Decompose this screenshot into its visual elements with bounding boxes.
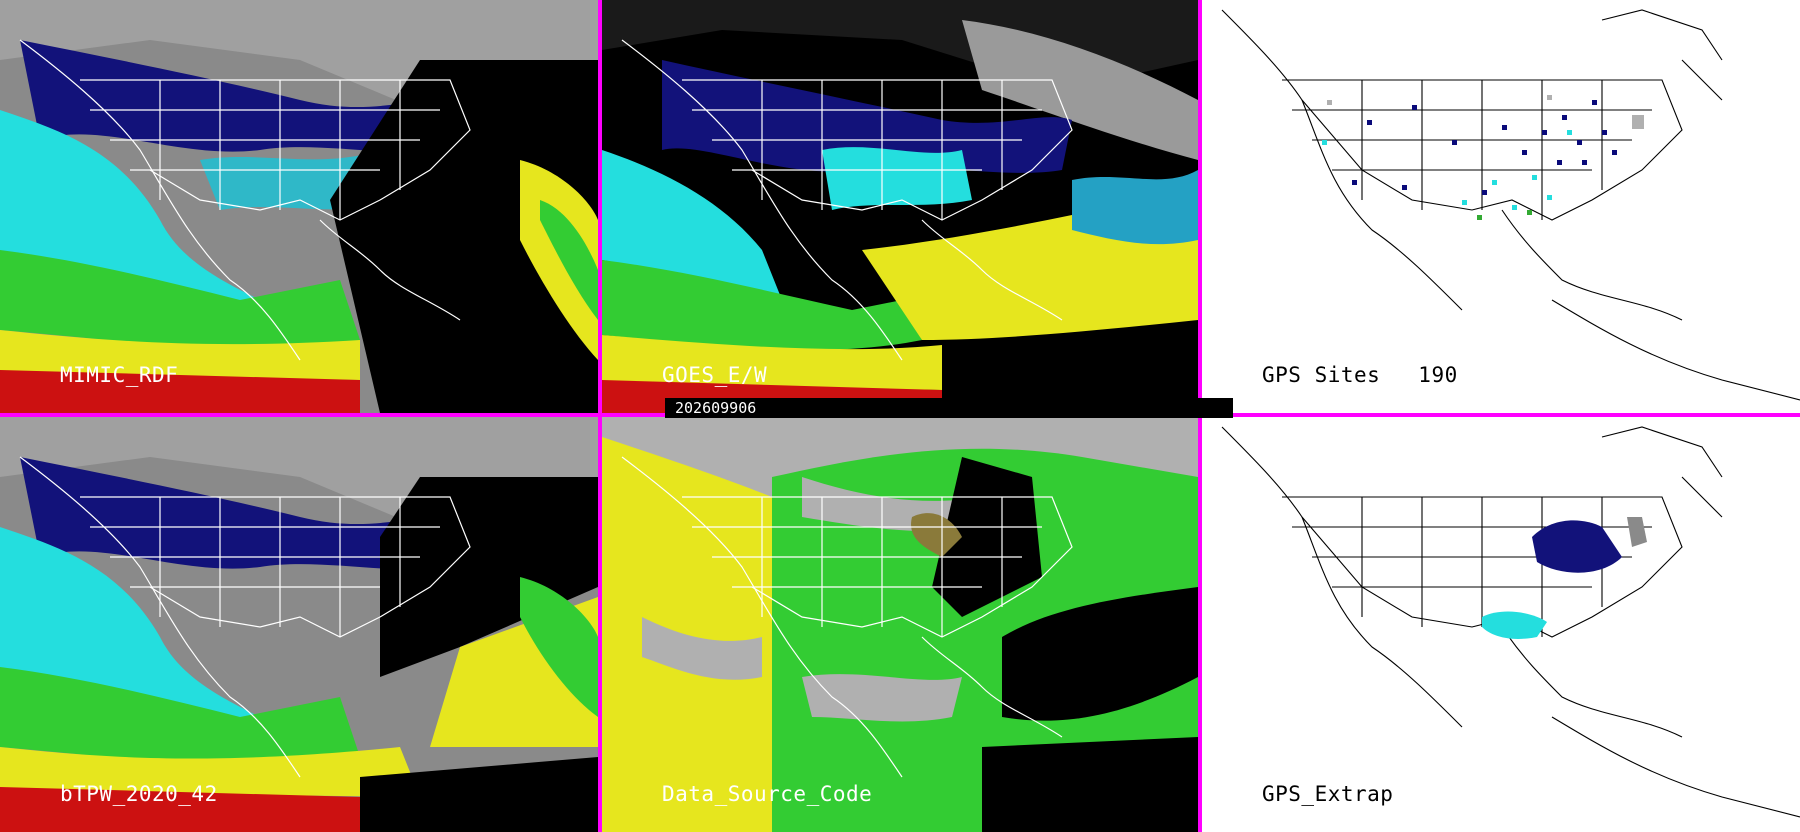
gps-extrap-map — [1202, 417, 1800, 832]
btpw-map — [0, 417, 598, 832]
timestamp-bar: 202609906 — [665, 398, 1233, 418]
panel-btpw: bTPW_2020_42 — [0, 417, 598, 832]
panel-label: MIMIC_RDF — [60, 363, 179, 387]
panel-label: bTPW_2020_42 — [60, 782, 218, 806]
panel-data-source-code: Data_Source_Code — [602, 417, 1198, 832]
panel-gps-sites: GPS Sites 190 — [1202, 0, 1800, 413]
gps-sites-count: 190 — [1418, 363, 1458, 387]
panel-gps-extrap: GPS_Extrap — [1202, 417, 1800, 832]
mimic-rdf-map — [0, 0, 598, 413]
divider-vertical-left — [598, 0, 602, 832]
gps-sites-map — [1202, 0, 1800, 413]
panel-label: GPS_Extrap — [1262, 782, 1394, 806]
panel-mimic-rdf: MIMIC_RDF — [0, 0, 598, 413]
gps-sites-label: GPS Sites — [1262, 363, 1381, 387]
panel-label: GOES_E/W — [662, 363, 768, 387]
data-source-code-map — [602, 417, 1198, 832]
goes-ew-map — [602, 0, 1198, 413]
panel-label: Data_Source_Code — [662, 782, 873, 806]
panel-label: GPS Sites 190 — [1262, 363, 1458, 387]
panel-goes-ew: GOES_E/W — [602, 0, 1198, 413]
